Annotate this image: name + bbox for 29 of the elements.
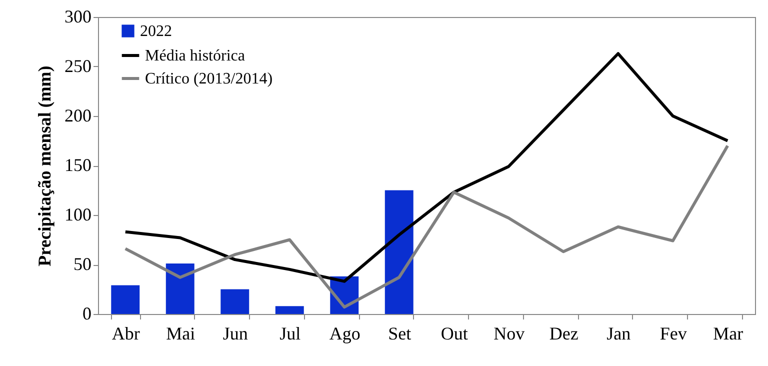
legend-label: Crítico (2013/2014) xyxy=(145,70,273,88)
x-tick-label: Mai xyxy=(166,324,196,344)
x-tick-label: Abr xyxy=(112,324,140,344)
y-tick-label: 50 xyxy=(74,254,92,274)
x-tick-label: Jul xyxy=(280,324,301,344)
y-axis-title: Precipitação mensal (mm) xyxy=(34,66,54,266)
x-tick-label: Out xyxy=(440,324,468,344)
x-tick-label: Mar xyxy=(713,324,744,344)
y-tick-label: 0 xyxy=(82,304,92,324)
line-series xyxy=(124,144,730,309)
y-tick-label: 150 xyxy=(64,155,92,175)
bar xyxy=(275,306,304,314)
x-tick-label: Jun xyxy=(222,324,248,344)
x-tick-label: Dez xyxy=(549,324,578,344)
y-tick-label: 250 xyxy=(64,56,92,76)
x-tick-label: Nov xyxy=(494,324,525,344)
legend-label: 2022 xyxy=(140,23,172,40)
x-tick-label: Jan xyxy=(606,324,631,344)
bar xyxy=(220,289,250,314)
legend-label: Média histórica xyxy=(145,48,245,64)
x-tick-label: Set xyxy=(388,324,412,344)
x-tick-label: Ago xyxy=(329,324,360,344)
y-tick-label: 200 xyxy=(64,106,92,126)
y-tick-label: 100 xyxy=(64,204,92,224)
y-tick-label: 300 xyxy=(64,6,92,26)
bar xyxy=(111,285,140,314)
bar xyxy=(166,264,194,314)
x-tick-label: Fev xyxy=(660,324,687,344)
bar xyxy=(384,190,414,314)
